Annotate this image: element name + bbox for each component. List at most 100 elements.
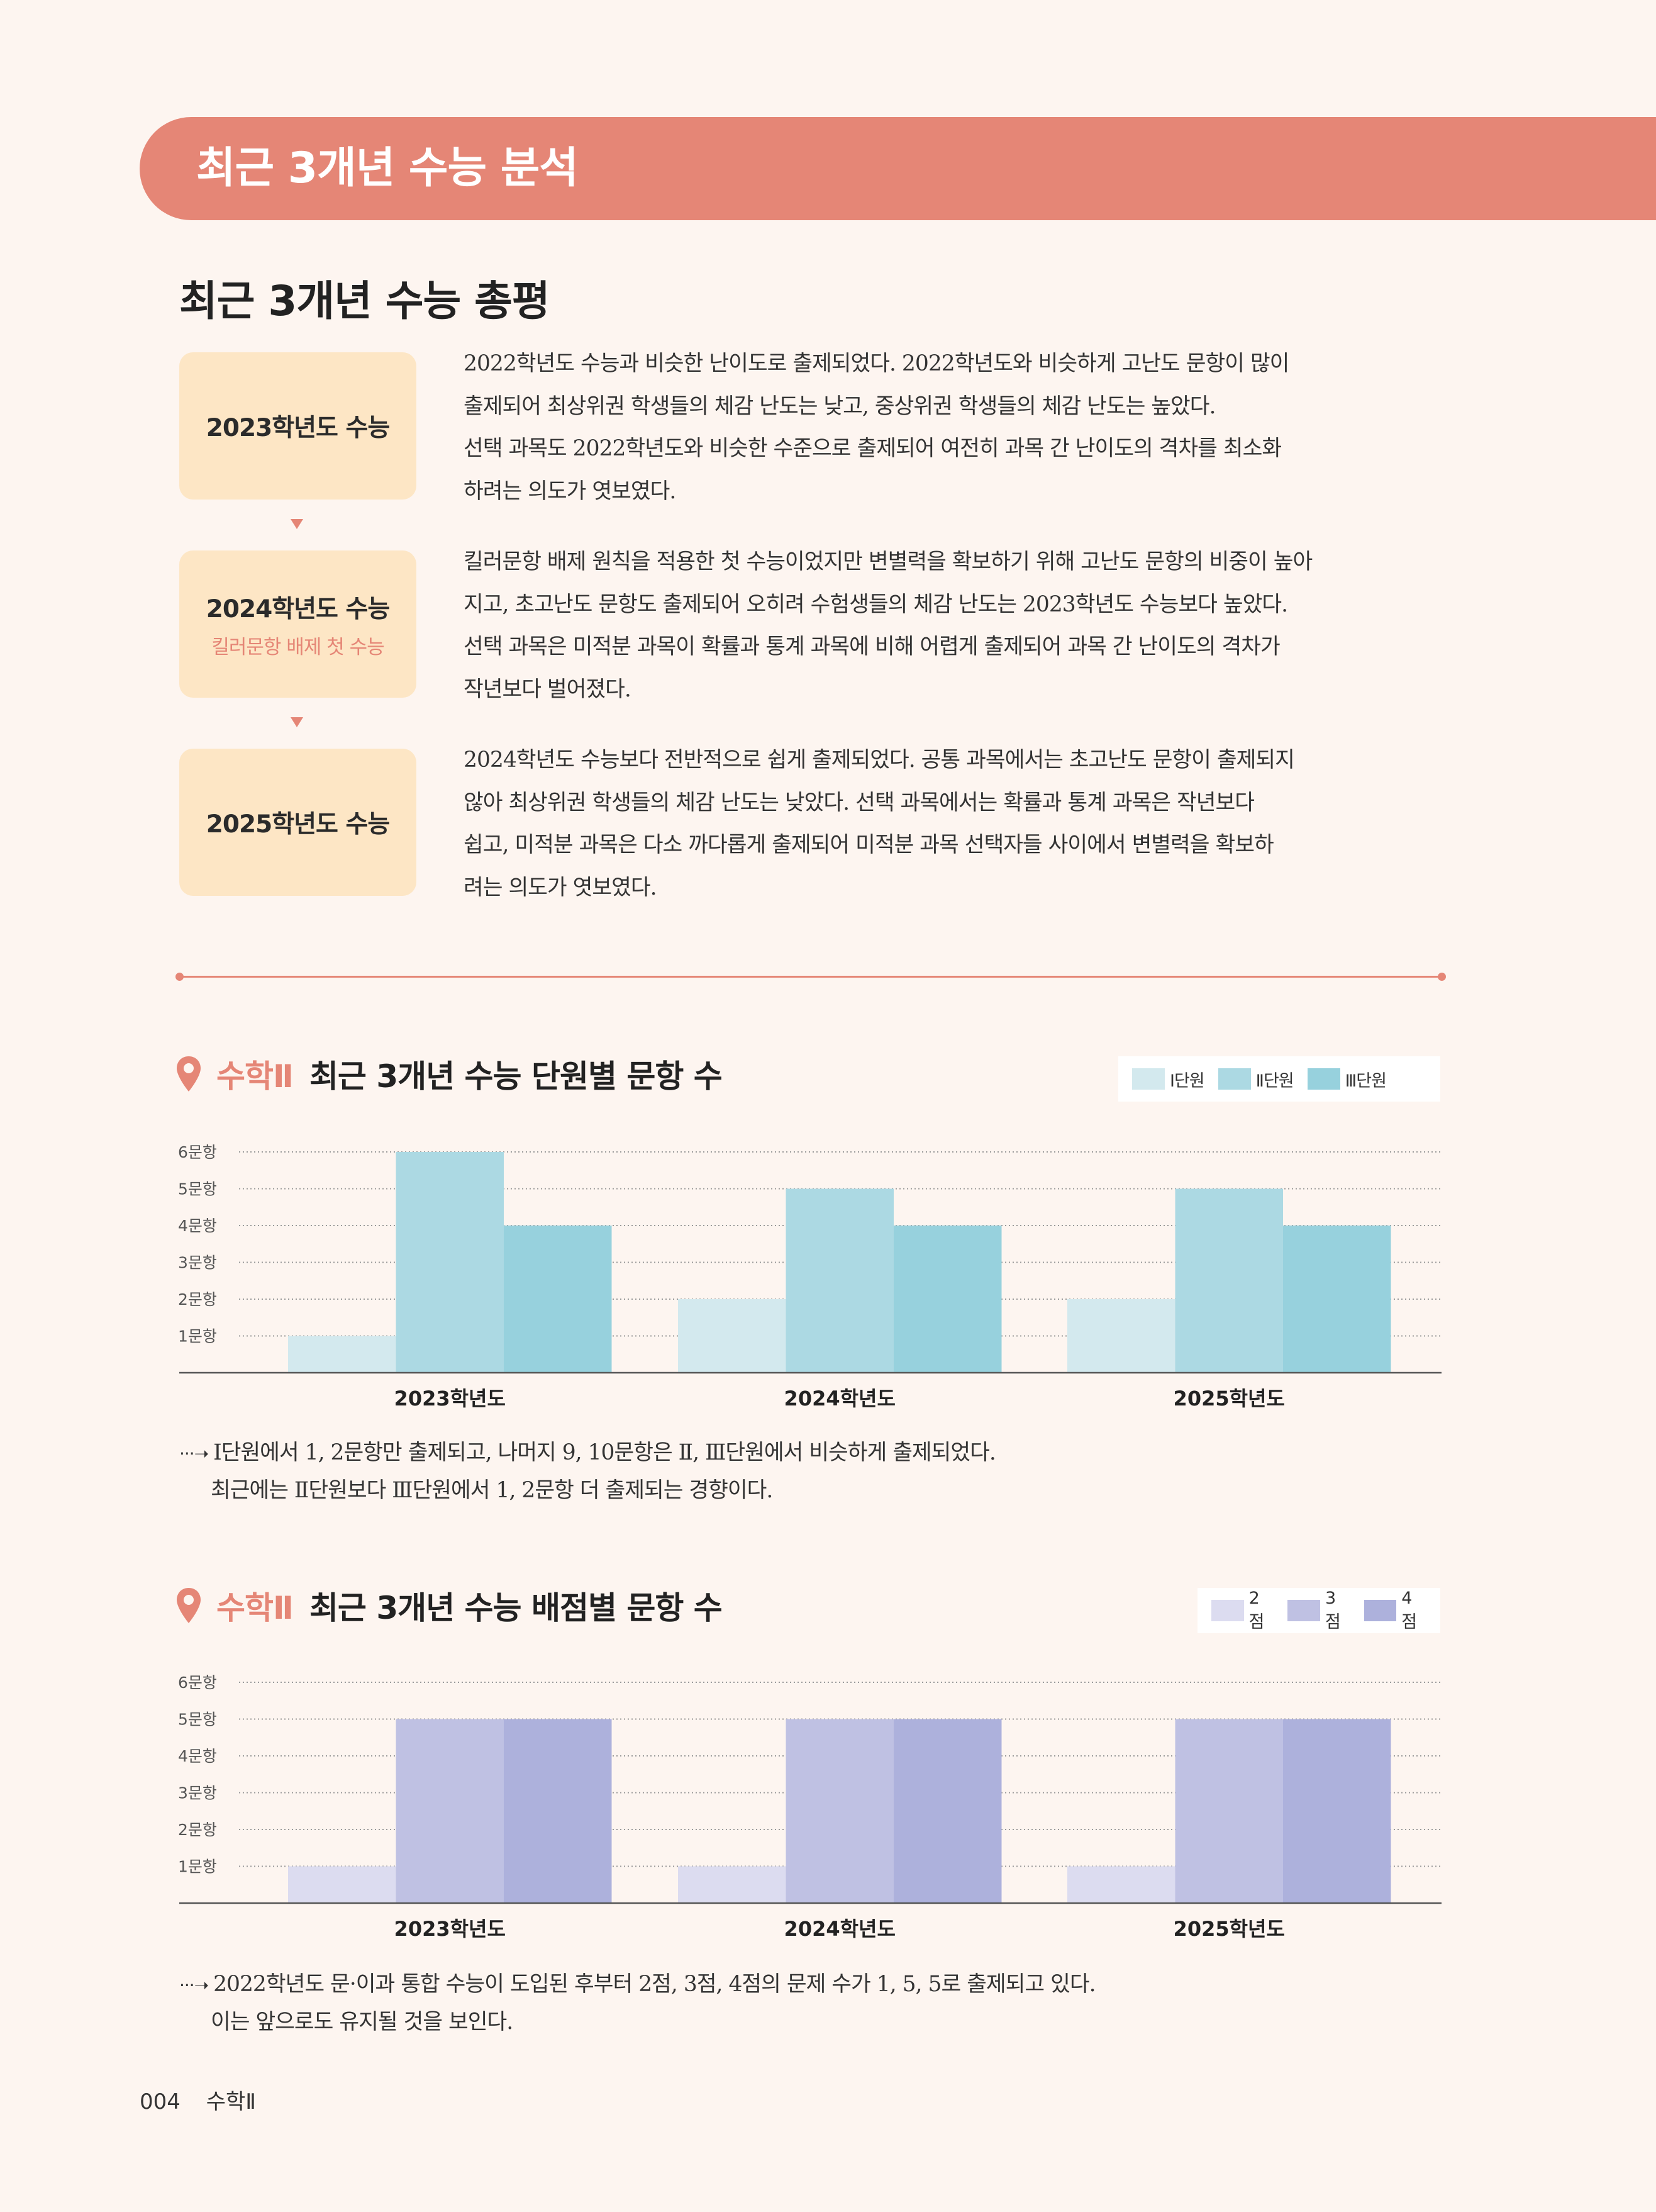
footer-subject: 수학Ⅱ [206, 2089, 257, 2114]
bar [1175, 1188, 1283, 1373]
units-bar-chart: 1문항 2문항 3문항 4문항 5문항 6문항 2023학년도 2024학년도 2025학년도 [178, 1143, 1442, 1410]
triangle-down-icon [291, 519, 303, 529]
note-text: 2022학년도 문·이과 통합 수능이 도입된 후부터 2점, 3점, 4점의 … [213, 1972, 1096, 1997]
y-tick-label: 4문항 [178, 1747, 217, 1765]
bar [786, 1188, 894, 1373]
bar [1175, 1719, 1283, 1903]
x-tick-label: 2025학년도 [1174, 1387, 1285, 1410]
x-tick-label: 2023학년도 [394, 1917, 506, 1941]
legend-swatch [1218, 1068, 1251, 1090]
chart-subject: 수학Ⅱ [216, 1590, 294, 1626]
chart-title: 최근 3개년 수능 배점별 문항 수 [309, 1590, 723, 1626]
chart-heading-points: 수학Ⅱ 최근 3개년 수능 배점별 문항 수 [175, 1584, 723, 1628]
bar [894, 1226, 1002, 1373]
legend-item: 2점 [1211, 1589, 1274, 1633]
x-tick-label: 2024학년도 [784, 1917, 896, 1941]
year-label: 2024학년도 수능 [206, 595, 391, 623]
year-label: 2025학년도 수능 [206, 810, 391, 839]
summary-line: 쉽고, 미적분 과목은 다소 까다롭게 출제되어 미적분 과목 선택자들 사이에… [464, 832, 1274, 857]
page-number: 004 [140, 2089, 181, 2114]
chart-title: 최근 3개년 수능 단원별 문항 수 [309, 1058, 723, 1095]
y-tick-label: 6문항 [178, 1673, 217, 1692]
page-footer: 004 수학Ⅱ [140, 2084, 256, 2115]
legend-label: Ⅱ단원 [1255, 1071, 1294, 1091]
chart-subject: 수학Ⅱ [216, 1058, 294, 1095]
dotted-arrow-icon: ···➝ [179, 1975, 214, 1996]
legend-swatch [1211, 1600, 1244, 1621]
y-tick-label: 3문항 [178, 1784, 217, 1802]
year-sublabel: 킬러문항 배제 첫 수능 [211, 635, 384, 659]
divider-dot-left [175, 973, 184, 981]
legend-label: Ⅲ단원 [1345, 1071, 1387, 1091]
legend-swatch [1364, 1600, 1397, 1621]
section-banner: 최근 3개년 수능 분석 [140, 117, 1656, 220]
x-tick-label: 2025학년도 [1174, 1917, 1285, 1941]
y-tick-label: 6문항 [178, 1143, 217, 1161]
note-line: ···➝ Ⅰ단원에서 1, 2문항만 출제되고, 나머지 9, 10문항은 Ⅱ,… [179, 1434, 1437, 1472]
y-tick-label: 1문항 [178, 1858, 217, 1876]
y-tick-label: 3문항 [178, 1254, 217, 1272]
chart-note-units: ···➝ Ⅰ단원에서 1, 2문항만 출제되고, 나머지 9, 10문항은 Ⅱ,… [179, 1434, 1437, 1509]
note-text: 이는 앞으로도 유지될 것을 보인다. [211, 2009, 513, 2035]
bar [288, 1336, 396, 1373]
bar [1283, 1719, 1391, 1903]
bar [1067, 1866, 1175, 1903]
y-tick-label: 2문항 [178, 1290, 217, 1309]
legend-swatch [1307, 1068, 1340, 1090]
legend-item: 4점 [1364, 1589, 1426, 1633]
y-tick-label: 5문항 [178, 1711, 217, 1729]
legend-label: 3점 [1325, 1589, 1341, 1632]
bar [288, 1866, 396, 1903]
legend-item: Ⅰ단원 [1132, 1067, 1205, 1092]
summary-2024: 킬러문항 배제 원칙을 적용한 첫 수능이었지만 변별력을 확보하기 위해 고난… [464, 541, 1442, 711]
summary-line: 선택 과목도 2022학년도와 비슷한 수준으로 출제되어 여전히 과목 간 난… [464, 436, 1282, 461]
bar [894, 1719, 1002, 1903]
legend-label: 4점 [1401, 1589, 1417, 1632]
note-line: ···➝ 2022학년도 문·이과 통합 수능이 도입된 후부터 2점, 3점,… [179, 1966, 1437, 2004]
year-label: 2023학년도 수능 [206, 414, 391, 442]
banner-title: 최근 3개년 수능 분석 [196, 143, 579, 193]
note-text: 최근에는 Ⅱ단원보다 Ⅲ단원에서 1, 2문항 더 출제되는 경향이다. [211, 1478, 773, 1503]
dotted-arrow-icon: ···➝ [179, 1443, 214, 1464]
legend-swatch [1287, 1600, 1320, 1621]
bar [504, 1226, 612, 1373]
y-tick-label: 4문항 [178, 1217, 217, 1235]
chart-legend-units: Ⅰ단원 Ⅱ단원 Ⅲ단원 [1118, 1056, 1440, 1102]
bar [504, 1719, 612, 1903]
chart-heading-units: 수학Ⅱ 최근 3개년 수능 단원별 문항 수 [175, 1052, 723, 1096]
x-tick-label: 2023학년도 [394, 1387, 506, 1410]
summary-line: 2024학년도 수능보다 전반적으로 쉽게 출제되었다. 공통 과목에서는 초고… [464, 747, 1295, 773]
summary-line: 선택 과목은 미적분 과목이 확률과 통계 과목에 비해 어렵게 출제되어 과목… [464, 634, 1281, 659]
summary-line: 하려는 의도가 엿보였다. [464, 478, 676, 504]
chart-note-points: ···➝ 2022학년도 문·이과 통합 수능이 도입된 후부터 2점, 3점,… [179, 1966, 1437, 2041]
y-tick-label: 1문항 [178, 1327, 217, 1346]
legend-item: Ⅱ단원 [1218, 1067, 1294, 1092]
summary-2023: 2022학년도 수능과 비슷한 난이도로 출제되었다. 2022학년도와 비슷하… [464, 343, 1442, 513]
year-box-2024: 2024학년도 수능 킬러문항 배제 첫 수능 [179, 550, 416, 698]
triangle-down-icon [291, 717, 303, 727]
note-text: Ⅰ단원에서 1, 2문항만 출제되고, 나머지 9, 10문항은 Ⅱ, Ⅲ단원에… [213, 1440, 996, 1465]
section-divider [179, 976, 1442, 978]
points-bar-chart: 1문항 2문항 3문항 4문항 5문항 6문항 2023학년도 2024학년도 2025학년도 [178, 1673, 1442, 1941]
location-pin-icon [177, 1588, 201, 1623]
bar [678, 1299, 786, 1373]
legend-item: Ⅲ단원 [1307, 1067, 1387, 1092]
bar [1067, 1299, 1175, 1373]
summary-line: 않아 최상위권 학생들의 체감 난도는 낮았다. 선택 과목에서는 확률과 통계… [464, 790, 1255, 815]
bar [1283, 1226, 1391, 1373]
y-tick-label: 5문항 [178, 1180, 217, 1198]
legend-label: 2점 [1248, 1589, 1265, 1632]
summary-line: 출제되어 최상위권 학생들의 체감 난도는 낮고, 중상위권 학생들의 체감 난… [464, 393, 1216, 419]
bar [396, 1719, 504, 1903]
location-pin-icon [177, 1056, 201, 1092]
overview-title: 최근 3개년 수능 총평 [179, 277, 550, 325]
summary-line: 려는 의도가 엿보였다. [464, 874, 657, 900]
legend-item: 3점 [1287, 1589, 1350, 1633]
divider-dot-right [1438, 973, 1446, 981]
y-tick-label: 2문항 [178, 1821, 217, 1839]
legend-label: Ⅰ단원 [1170, 1071, 1205, 1091]
bar [396, 1152, 504, 1373]
summary-line: 작년보다 벌어졌다. [464, 676, 631, 702]
bar [786, 1719, 894, 1903]
summary-line: 2022학년도 수능과 비슷한 난이도로 출제되었다. 2022학년도와 비슷하… [464, 351, 1289, 376]
